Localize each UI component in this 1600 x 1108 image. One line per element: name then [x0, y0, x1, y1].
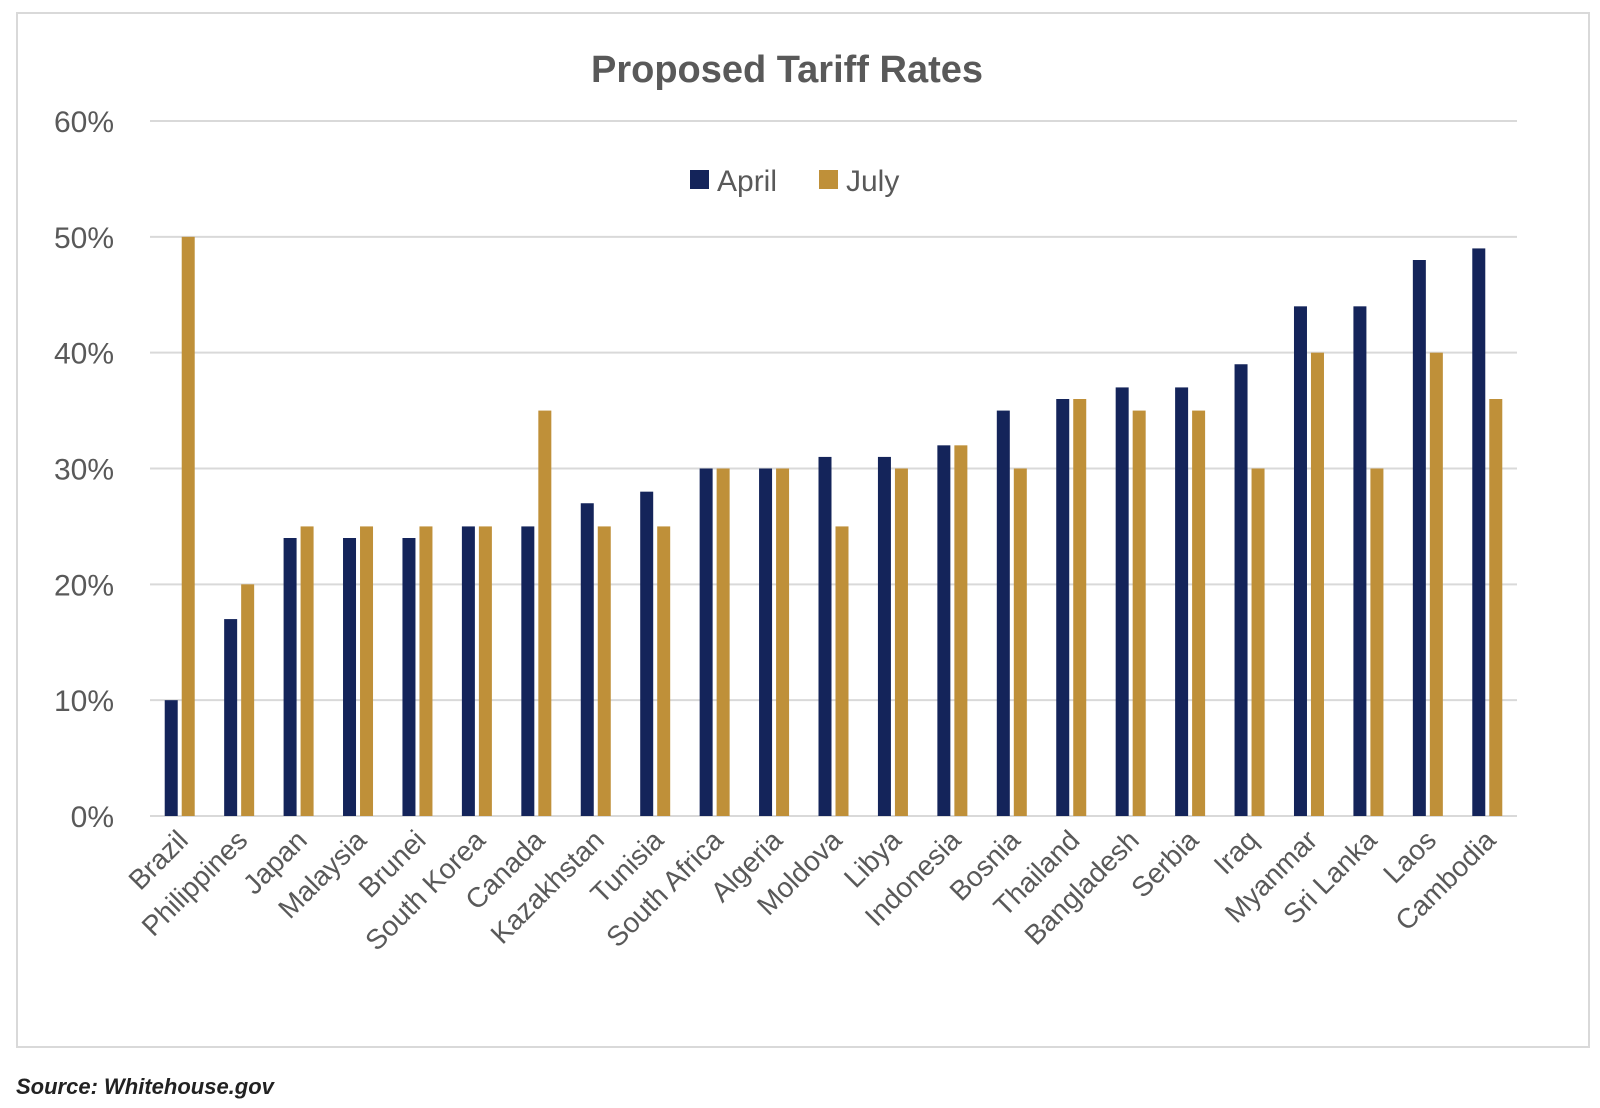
bar-april-serbia	[1175, 387, 1189, 816]
bar-july-sri-lanka	[1370, 468, 1384, 816]
x-tick-label: Serbia	[1125, 824, 1204, 903]
bar-april-libya	[877, 456, 891, 816]
bar-april-bangladesh	[1115, 387, 1129, 816]
bar-april-japan	[283, 538, 297, 816]
bar-july-bangladesh	[1132, 410, 1146, 816]
y-tick-label: 60%	[54, 106, 114, 139]
bar-april-tunisia	[640, 491, 654, 816]
bar-april-canada	[521, 526, 535, 816]
y-tick-label: 30%	[54, 454, 114, 487]
bar-chart: Proposed Tariff Rates 0% 10% 20% 30% 40% 50% 6…	[54, 49, 1517, 956]
bar-july-canada	[538, 410, 552, 816]
bar-april-malaysia	[343, 538, 357, 816]
legend-swatch-july	[819, 170, 838, 189]
bars	[164, 236, 1503, 817]
bar-july-serbia	[1192, 410, 1206, 816]
bar-july-brunei	[419, 526, 433, 816]
y-tick-label: 20%	[54, 569, 114, 602]
bar-april-south-korea	[461, 526, 475, 816]
bar-july-tunisia	[657, 526, 671, 816]
bar-july-malaysia	[360, 526, 374, 816]
bar-july-libya	[894, 468, 908, 816]
bar-july-moldova	[835, 526, 849, 816]
bar-july-south-korea	[478, 526, 492, 816]
bar-july-south-africa	[716, 468, 730, 816]
bar-july-japan	[300, 526, 314, 816]
bar-april-kazakhstan	[580, 503, 594, 816]
bar-april-brazil	[164, 700, 178, 816]
bar-april-indonesia	[937, 445, 951, 816]
legend-label-april: April	[717, 165, 777, 198]
bar-april-moldova	[818, 456, 832, 816]
bar-april-laos	[1412, 260, 1426, 816]
y-tick-label: 50%	[54, 222, 114, 255]
bar-july-thailand	[1073, 399, 1087, 816]
bar-july-kazakhstan	[597, 526, 611, 816]
bar-april-bosnia	[996, 410, 1010, 816]
chart-title: Proposed Tariff Rates	[591, 49, 983, 91]
bar-july-algeria	[776, 468, 790, 816]
bar-july-philippines	[241, 584, 255, 816]
bar-april-philippines	[224, 619, 238, 816]
bar-april-sri-lanka	[1353, 306, 1367, 816]
legend-label-july: July	[846, 165, 899, 198]
x-axis: BrazilPhilippinesJapanMalaysiaBruneiSout…	[123, 824, 1502, 956]
bar-july-iraq	[1251, 468, 1265, 816]
bar-april-myanmar	[1293, 306, 1307, 816]
y-tick-label: 10%	[54, 685, 114, 718]
legend: April July	[690, 165, 899, 198]
bar-july-myanmar	[1310, 352, 1324, 816]
bar-april-brunei	[402, 538, 416, 816]
bar-april-iraq	[1234, 364, 1248, 816]
y-axis: 0% 10% 20% 30% 40% 50% 60%	[54, 106, 114, 834]
y-tick-label: 0%	[71, 801, 114, 834]
bar-april-algeria	[759, 468, 773, 816]
bar-july-laos	[1429, 352, 1443, 816]
legend-swatch-april	[690, 170, 709, 189]
bar-july-brazil	[181, 236, 195, 817]
source-note: Source: Whitehouse.gov	[16, 1074, 274, 1099]
bar-april-thailand	[1056, 399, 1070, 816]
bar-july-bosnia	[1013, 468, 1027, 816]
bar-july-indonesia	[954, 445, 968, 816]
bar-april-south-africa	[699, 468, 713, 816]
bar-july-cambodia	[1489, 399, 1503, 816]
y-tick-label: 40%	[54, 338, 114, 371]
bar-april-cambodia	[1472, 248, 1486, 816]
chart-frame	[16, 12, 1590, 1048]
gridlines	[150, 120, 1517, 817]
